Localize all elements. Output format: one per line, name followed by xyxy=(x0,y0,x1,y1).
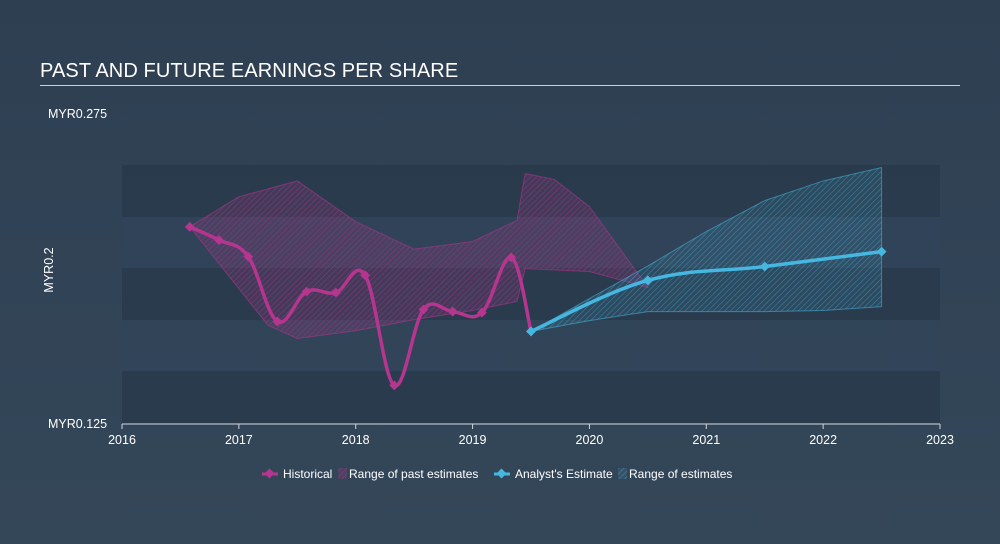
legend-analyst-label: Analyst's Estimate xyxy=(515,467,613,481)
historical-point-0[interactable] xyxy=(184,221,195,232)
series-lines xyxy=(184,221,887,391)
y-axis-side-label: MYR0.2 xyxy=(42,247,56,292)
title-divider xyxy=(40,85,960,86)
analyst-estimate-line xyxy=(530,249,882,334)
legend-analyst-estimate[interactable]: Analyst's Estimate xyxy=(494,467,613,481)
legend-historical[interactable]: Historical xyxy=(262,467,332,481)
historical-point-1[interactable] xyxy=(214,235,224,246)
historical-point-9[interactable] xyxy=(447,306,458,317)
estimate-point-3[interactable] xyxy=(876,246,887,257)
legend-estimate-range[interactable]: Range of estimates xyxy=(618,467,732,481)
historical-point-3[interactable] xyxy=(272,316,283,327)
x-tick-label-2023: 2023 xyxy=(926,433,954,447)
x-tick-label-2021: 2021 xyxy=(692,433,720,447)
x-axis-ticks: 2016 2017 2018 2019 2020 2021 2022 2023 xyxy=(108,424,954,447)
past-estimates-range-band xyxy=(189,172,650,339)
x-tick-label-2018: 2018 xyxy=(342,433,370,447)
legend-past-range[interactable]: Range of past estimates xyxy=(338,467,478,481)
legend-historical-label: Historical xyxy=(283,467,332,481)
historical-point-2[interactable] xyxy=(243,251,254,262)
historical-point-11[interactable] xyxy=(506,252,517,263)
legend-past-range-label: Range of past estimates xyxy=(349,467,478,481)
y-axis-bottom-label: MYR0.125 xyxy=(48,417,107,431)
estimate-point-1[interactable] xyxy=(642,275,653,286)
estimate-point-0[interactable] xyxy=(526,326,536,337)
x-tick-label-2020: 2020 xyxy=(576,433,604,447)
estimate-point-2[interactable] xyxy=(759,261,770,272)
legend-estimate-range-label: Range of estimates xyxy=(629,467,732,481)
y-axis-top-label: MYR0.275 xyxy=(48,107,107,121)
x-tick-label-2017: 2017 xyxy=(225,433,253,447)
historical-point-6[interactable] xyxy=(360,270,371,281)
historical-point-10[interactable] xyxy=(476,307,487,318)
historical-point-7[interactable] xyxy=(389,380,400,391)
historical-point-4[interactable] xyxy=(301,286,312,297)
x-tick-label-2016: 2016 xyxy=(108,433,136,447)
historical-point-5[interactable] xyxy=(330,287,341,298)
historical-point-8[interactable] xyxy=(418,304,429,315)
chart-title: PAST AND FUTURE EARNINGS PER SHARE xyxy=(40,60,459,82)
x-tick-label-2019: 2019 xyxy=(459,433,487,447)
legend: Historical Range of past estimates Analy… xyxy=(262,467,732,481)
x-tick-label-2022: 2022 xyxy=(809,433,837,447)
